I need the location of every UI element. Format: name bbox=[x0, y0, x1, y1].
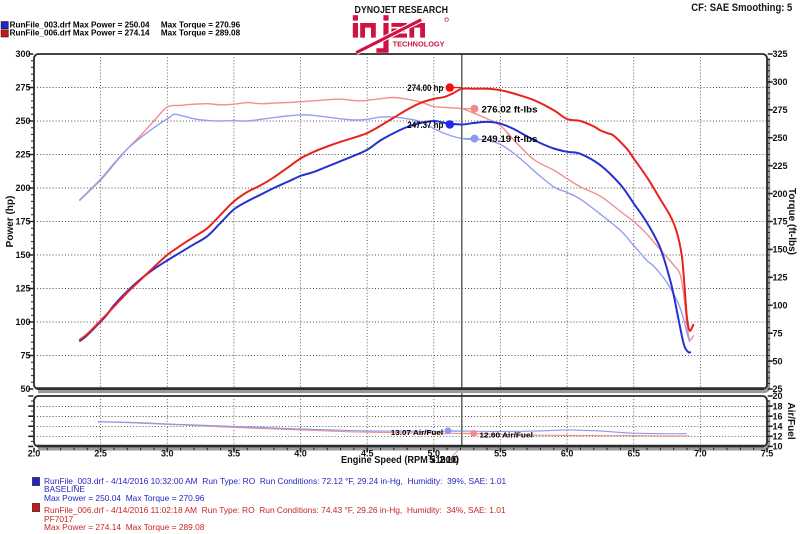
svg-text:275: 275 bbox=[15, 83, 30, 93]
svg-text:125: 125 bbox=[773, 273, 788, 283]
svg-text:325: 325 bbox=[773, 49, 788, 59]
svg-text:6.0: 6.0 bbox=[561, 449, 574, 459]
svg-text:250: 250 bbox=[773, 133, 788, 143]
svg-text:100: 100 bbox=[15, 317, 30, 327]
svg-text:274.00 hp: 274.00 hp bbox=[407, 83, 443, 94]
svg-text:12: 12 bbox=[773, 432, 783, 442]
svg-text:16: 16 bbox=[773, 411, 783, 421]
svg-text:DYNOJET RESEARCH: DYNOJET RESEARCH bbox=[355, 4, 449, 16]
svg-text:50: 50 bbox=[773, 356, 783, 366]
svg-text:75: 75 bbox=[773, 328, 783, 338]
svg-text:5.0: 5.0 bbox=[428, 449, 441, 459]
svg-text:7.0: 7.0 bbox=[694, 449, 707, 459]
svg-text:300: 300 bbox=[773, 77, 788, 87]
svg-text:5 210: 5 210 bbox=[429, 454, 459, 466]
svg-text:4.5: 4.5 bbox=[361, 449, 374, 459]
svg-text:200: 200 bbox=[15, 183, 30, 193]
svg-text:300: 300 bbox=[15, 49, 30, 59]
svg-text:13.07 Air/Fuel: 13.07 Air/Fuel bbox=[391, 428, 443, 437]
svg-text:12.60 Air/Fuel: 12.60 Air/Fuel bbox=[479, 430, 532, 439]
svg-text:225: 225 bbox=[773, 161, 788, 171]
svg-text:5.5: 5.5 bbox=[494, 449, 507, 459]
svg-text:TECHNOLOGY: TECHNOLOGY bbox=[393, 40, 445, 49]
svg-text:CF: SAE Smoothing: 5: CF: SAE Smoothing: 5 bbox=[691, 2, 792, 14]
svg-text:RunFile_003.drf Max Power = 25: RunFile_003.drf Max Power = 250.04 Max T… bbox=[10, 19, 241, 29]
svg-text:14: 14 bbox=[773, 421, 783, 431]
svg-text:3.0: 3.0 bbox=[161, 449, 174, 459]
svg-text:275: 275 bbox=[773, 105, 788, 115]
svg-text:250: 250 bbox=[15, 116, 30, 126]
svg-text:Air/Fuel: Air/Fuel bbox=[785, 402, 796, 439]
svg-text:Power (hp): Power (hp) bbox=[5, 196, 16, 248]
svg-text:6.5: 6.5 bbox=[627, 449, 640, 459]
svg-text:125: 125 bbox=[15, 284, 30, 294]
svg-text:Torque (ft-lbs): Torque (ft-lbs) bbox=[786, 188, 797, 255]
svg-text:225: 225 bbox=[15, 150, 30, 160]
svg-text:150: 150 bbox=[15, 250, 30, 260]
svg-text:50: 50 bbox=[20, 384, 30, 394]
svg-text:4.0: 4.0 bbox=[294, 449, 307, 459]
svg-text:175: 175 bbox=[773, 217, 788, 227]
svg-text:25: 25 bbox=[773, 384, 783, 394]
svg-text:200: 200 bbox=[773, 189, 788, 199]
svg-text:150: 150 bbox=[773, 245, 788, 255]
svg-text:2.0: 2.0 bbox=[28, 449, 41, 459]
svg-text:100: 100 bbox=[773, 300, 788, 310]
svg-text:18: 18 bbox=[773, 401, 783, 411]
svg-text:20: 20 bbox=[773, 391, 783, 401]
svg-text:249.19 ft-lbs: 249.19 ft-lbs bbox=[482, 134, 538, 145]
svg-text:276.02 ft-lbs: 276.02 ft-lbs bbox=[482, 104, 538, 115]
svg-text:7.5: 7.5 bbox=[761, 449, 774, 459]
svg-text:175: 175 bbox=[15, 217, 30, 227]
svg-text:2.5: 2.5 bbox=[94, 449, 107, 459]
svg-text:10: 10 bbox=[773, 442, 783, 452]
svg-text:3.5: 3.5 bbox=[228, 449, 241, 459]
svg-text:Engine Speed (RPM x1000): Engine Speed (RPM x1000) bbox=[341, 454, 459, 466]
svg-text:75: 75 bbox=[20, 351, 30, 361]
svg-text:RunFile_006.drf Max Power = 27: RunFile_006.drf Max Power = 274.14 Max T… bbox=[10, 28, 241, 38]
svg-text:247.37 hp: 247.37 hp bbox=[407, 120, 443, 131]
